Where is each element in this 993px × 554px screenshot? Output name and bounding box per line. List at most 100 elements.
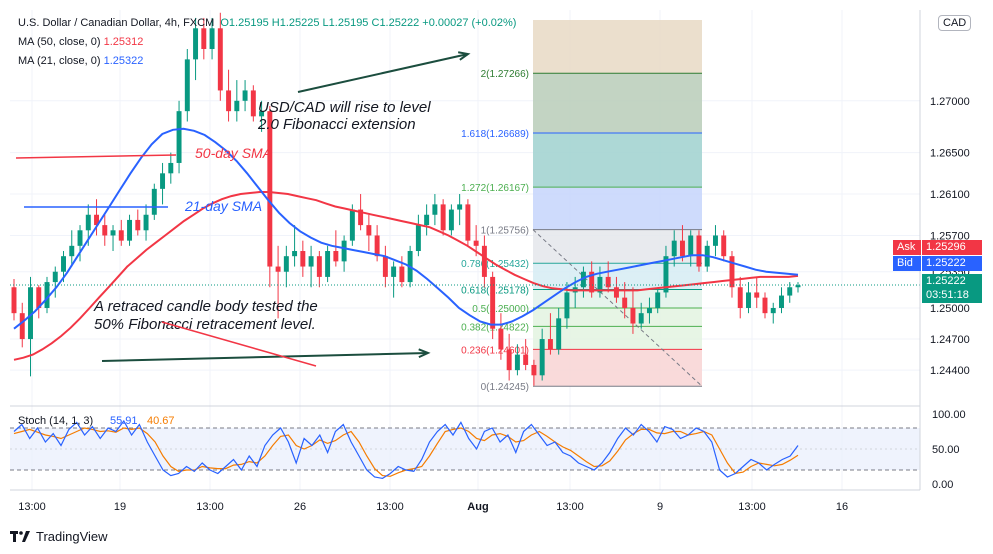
candle-body	[135, 219, 141, 231]
symbol-title[interactable]: U.S. Dollar / Canadian Dollar, 4h, FXCM	[18, 17, 215, 29]
candle-body	[399, 266, 405, 283]
candle-body	[85, 214, 91, 231]
fib-zone	[533, 349, 702, 387]
x-tick-label: 13:00	[196, 501, 224, 513]
tradingview-icon	[10, 530, 30, 542]
x-tick-label: Aug	[467, 501, 488, 513]
candle-body	[77, 230, 83, 246]
fib-zone	[533, 307, 702, 327]
candle-body	[490, 276, 496, 329]
ma21-label[interactable]: MA (21, close, 0)	[18, 55, 101, 67]
fib-zone	[533, 20, 702, 74]
x-tick-label: 13:00	[18, 501, 46, 513]
fib-level-label: 2(1.27266)	[481, 69, 529, 80]
fib-trend-line	[532, 229, 703, 387]
candle-body	[605, 276, 611, 288]
candlesticks	[11, 12, 801, 386]
candle-body	[366, 225, 372, 236]
arrow-to-extension	[297, 53, 469, 93]
candle-body	[308, 256, 314, 267]
candle-body	[143, 214, 149, 231]
y-tick-label: 1.27000	[930, 96, 970, 108]
bid-label: Bid	[893, 256, 921, 271]
candle-body	[374, 235, 380, 257]
candle-body	[655, 292, 661, 308]
ma21-value: 1.25322	[103, 55, 144, 67]
candle-body	[746, 292, 751, 308]
annotations: 50-day SMA 21-day SMA USD/CAD will rise to…	[15, 51, 471, 367]
candle-body	[52, 271, 58, 283]
candle-body	[762, 297, 768, 314]
candle-body	[160, 173, 166, 189]
candle-body	[382, 256, 388, 277]
y-tick-label: 1.26100	[930, 189, 970, 201]
candle-body	[465, 204, 471, 241]
ma50-value: 1.25312	[103, 36, 144, 48]
candle-body	[523, 354, 529, 365]
candle-body	[556, 318, 562, 350]
candle-body	[547, 339, 553, 350]
currency-button[interactable]: CAD	[938, 15, 972, 31]
x-tick-label: 13:00	[376, 501, 404, 513]
candle-body	[267, 111, 273, 267]
arrow-to-retracement-head	[418, 348, 431, 359]
candle-body	[201, 28, 207, 50]
candle-body	[209, 28, 215, 50]
fib-level-label: 0.236(1.24601)	[461, 345, 529, 356]
candle-body	[589, 271, 595, 293]
ma50-line	[13, 191, 799, 361]
candle-body	[316, 256, 322, 277]
stoch-y-tick: 0.00	[932, 479, 953, 491]
fib-level-label: 1.618(1.26689)	[461, 129, 529, 140]
candle-body	[688, 235, 694, 257]
ohlc-low: L1.25195	[322, 17, 369, 29]
candle-body	[721, 235, 727, 257]
candle-body	[679, 240, 685, 257]
x-tick-label: 19	[114, 501, 126, 513]
x-tick-label: 13:00	[556, 501, 584, 513]
y-tick-label: 1.25700	[930, 230, 970, 242]
candle-body	[481, 245, 487, 277]
candle-body	[358, 209, 364, 226]
fib-level-label: 0.5(1.25000)	[472, 304, 529, 315]
candle-body	[349, 209, 355, 241]
candle-body	[217, 28, 223, 91]
candle-body	[597, 276, 603, 293]
retrace-annotation: A retraced candle body tested the 50% Fib…	[93, 298, 318, 333]
fib-level-label: 0(1.24245)	[481, 382, 529, 393]
ma21-line	[13, 127, 799, 330]
candle-body	[564, 292, 570, 319]
candle-body	[646, 307, 652, 314]
candle-body	[226, 90, 232, 112]
ohlc-change: +0.00027 (+0.02%)	[422, 17, 517, 29]
last-price-tag: 1.25222	[922, 274, 982, 289]
sma50-marker-line	[15, 154, 177, 159]
candle-body	[671, 240, 677, 257]
candle-body	[729, 256, 735, 288]
ma50-label[interactable]: MA (50, close, 0)	[18, 36, 101, 48]
fib-level-label: 1.272(1.26167)	[461, 183, 529, 194]
candle-body	[44, 282, 50, 308]
candle-body	[440, 204, 446, 231]
candle-body	[580, 271, 586, 288]
tradingview-logo[interactable]: TradingView	[10, 529, 108, 544]
candle-body	[630, 307, 636, 324]
candle-body	[613, 287, 619, 298]
stoch-d-value: 40.67	[147, 415, 175, 427]
candle-body	[415, 225, 421, 252]
candle-body	[473, 240, 479, 246]
fib-zone	[533, 187, 702, 230]
candle-body	[333, 251, 339, 262]
y-tick-label: 1.24700	[930, 334, 970, 346]
stoch-k-value: 55.91	[110, 415, 138, 427]
candle-body	[391, 266, 397, 277]
candle-body	[539, 339, 545, 376]
candle-body	[754, 292, 760, 298]
arrow-to-extension-head	[457, 51, 471, 61]
candle-body	[787, 287, 793, 296]
fib-zone	[533, 326, 702, 350]
candle-body	[36, 287, 42, 308]
candle-body	[432, 204, 438, 215]
x-tick-label: 9	[657, 501, 663, 513]
